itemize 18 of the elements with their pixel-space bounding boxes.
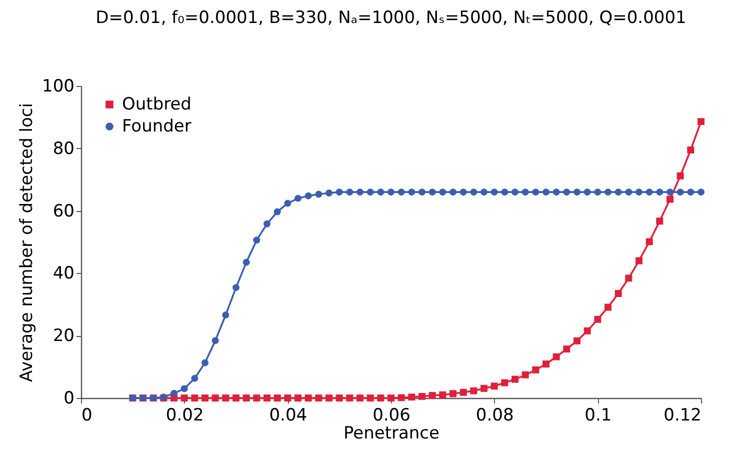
y-tick-label: 60 <box>52 201 74 222</box>
chart-title: D=0.01, f₀=0.0001, B=330, Nₐ=1000, Nₛ=5000, Nₜ=5000, Q=0.0001 <box>96 8 686 28</box>
x-tick-label: 0.06 <box>372 406 410 426</box>
x-tick-label: 0.12 <box>664 406 702 426</box>
y-tick-label: 20 <box>52 326 74 346</box>
x-axis-title: Penetrance <box>344 424 440 444</box>
y-tick-label: 100 <box>42 76 74 96</box>
legend-label: Founder <box>122 116 192 136</box>
x-tick-label: 0.04 <box>269 406 308 426</box>
y-tick-label: 80 <box>52 138 74 159</box>
y-tick-label: 40 <box>52 264 74 284</box>
x-tick-label: 0.02 <box>166 406 204 426</box>
y-axis-title: Average number of detected loci <box>17 103 38 382</box>
y-tick-label: 0 <box>64 388 74 408</box>
x-tick-label: 0 <box>82 406 92 426</box>
x-tick-label: 0.08 <box>476 406 514 426</box>
legend-label: Outbred <box>122 94 192 114</box>
x-tick-label: 0.1 <box>584 406 612 426</box>
